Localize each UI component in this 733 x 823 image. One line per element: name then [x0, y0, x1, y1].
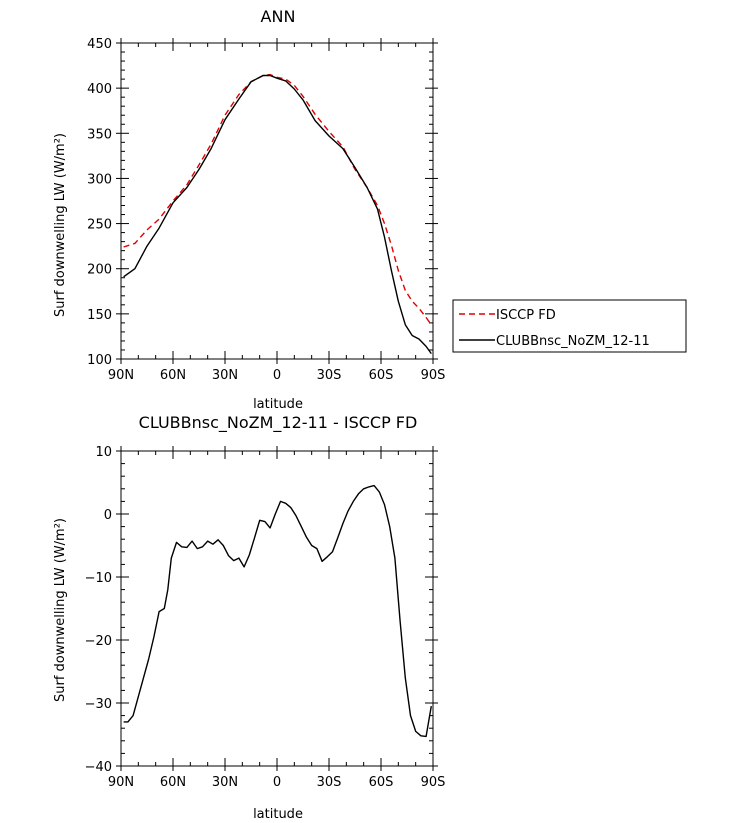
- bottom-series-group: [123, 484, 432, 738]
- chart-title-bottom: CLUBBnsc_NoZM_12-11 - ISCCP FD: [139, 413, 418, 433]
- top-x-tick-label: 30S: [317, 368, 342, 383]
- bottom-axes: 90N 60N 30N 0 30S 60S 90S −40 −30 −20 −10 0 10: [85, 445, 446, 790]
- bottom-plot-frame: [120, 450, 434, 767]
- bottom-y-tick-label: −10: [85, 571, 112, 586]
- bottom-y-tick-label: −20: [85, 634, 112, 649]
- top-y-tick-label: 400: [87, 82, 112, 97]
- top-x-tick-label: 60S: [369, 368, 394, 383]
- top-y-tick-label: 450: [87, 37, 112, 52]
- bottom-x-tick-label: 0: [273, 775, 281, 790]
- bottom-y-tick-label: 0: [104, 508, 112, 523]
- top-x-tick-label: 30N: [212, 368, 238, 383]
- legend: ISCCP FD CLUBBnsc_NoZM_12-11: [452, 299, 687, 353]
- bottom-x-tick-label: 60S: [369, 775, 394, 790]
- bottom-y-tick-label: −40: [85, 760, 112, 775]
- chart-title-top: ANN: [261, 7, 296, 26]
- top-x-tick-label: 60N: [160, 368, 186, 383]
- top-series-line-0: [123, 73, 432, 326]
- legend-label-isccp: ISCCP FD: [496, 308, 556, 323]
- bottom-y-tick-label: −30: [85, 697, 112, 712]
- top-x-tick-label: 0: [273, 368, 281, 383]
- top-plot-frame: [120, 42, 434, 360]
- top-x-tick-label: 90S: [421, 368, 446, 383]
- top-series-group: [123, 73, 432, 355]
- bottom-x-tick-label: 60N: [160, 775, 186, 790]
- legend-box: [452, 299, 687, 353]
- top-y-tick-label: 150: [87, 308, 112, 323]
- bottom-x-tick-label: 90N: [108, 775, 134, 790]
- legend-label-clubb: CLUBBnsc_NoZM_12-11: [496, 334, 650, 349]
- top-axes: 90N 60N 30N 0 30S 60S 90S 100 150 200 250 300 350 400…: [87, 37, 445, 383]
- top-y-tick-label: 250: [87, 218, 112, 233]
- y-axis-label-top: Surf downwelling LW (W/m²): [53, 133, 68, 317]
- x-axis-label-top: latitude: [253, 397, 303, 412]
- bottom-x-tick-label: 90S: [421, 775, 446, 790]
- top-x-tick-label: 90N: [108, 368, 134, 383]
- bottom-y-tick-label: 10: [95, 445, 112, 460]
- top-y-tick-label: 100: [87, 353, 112, 368]
- panel-bottom-chart: CLUBBnsc_NoZM_12-11 - ISCCP FD 90N 60N 30N…: [53, 413, 445, 822]
- top-y-tick-label: 300: [87, 172, 112, 187]
- x-axis-label-bottom: latitude: [253, 807, 303, 822]
- y-axis-label-bottom: Surf downwelling LW (W/m²): [53, 518, 68, 702]
- top-y-tick-label: 350: [87, 127, 112, 142]
- panel-top-chart: ANN 90N 60N 30N 0 30S 60S 90S 100 150 200 250 300 35…: [53, 7, 445, 412]
- bottom-x-tick-label: 30N: [212, 775, 238, 790]
- bottom-x-tick-label: 30S: [317, 775, 342, 790]
- top-y-tick-label: 200: [87, 263, 112, 278]
- top-series-line-1: [123, 74, 432, 355]
- bottom-series-line-0: [123, 484, 432, 738]
